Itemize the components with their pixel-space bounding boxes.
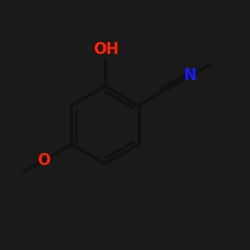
Text: O: O [37, 153, 50, 168]
Text: OH: OH [94, 42, 119, 57]
Text: N: N [184, 68, 196, 83]
